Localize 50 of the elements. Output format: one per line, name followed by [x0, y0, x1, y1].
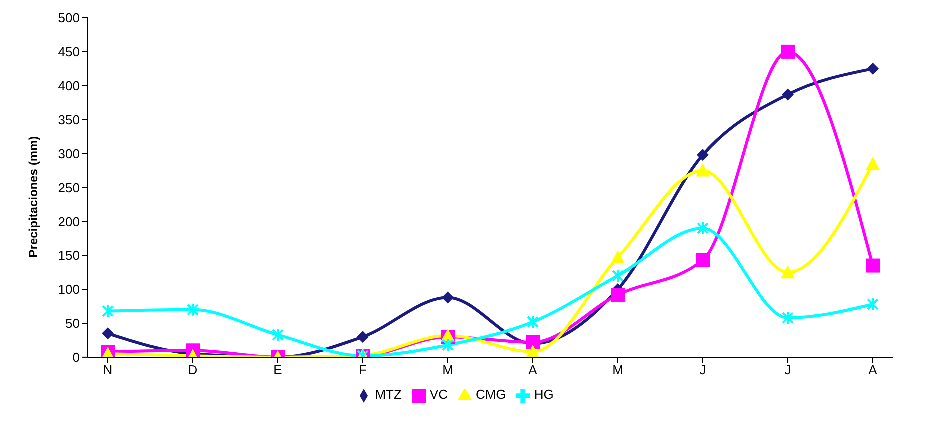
- x-tick-label: M: [442, 362, 454, 378]
- x-tick-label: J: [700, 362, 706, 378]
- legend-label: CMG: [476, 387, 506, 402]
- x-tick-label: A: [528, 362, 538, 378]
- x-tick-label: A: [868, 362, 878, 378]
- point: [696, 253, 710, 268]
- point: [442, 338, 454, 352]
- point: [102, 304, 114, 318]
- point: [697, 221, 709, 236]
- point: [782, 311, 794, 326]
- x-tick-label: M: [612, 362, 624, 378]
- point: [696, 164, 710, 177]
- x-tick-label: N: [103, 362, 113, 378]
- x-tick-label: F: [359, 362, 368, 378]
- point: [272, 328, 284, 342]
- point: [697, 149, 709, 162]
- point: [782, 88, 794, 101]
- point: [781, 44, 795, 59]
- point: [781, 266, 795, 279]
- y-tick-label: 350: [58, 112, 80, 128]
- point: [102, 328, 114, 340]
- point: [187, 302, 199, 317]
- y-tick-label: 450: [58, 44, 80, 60]
- point: [357, 331, 369, 344]
- y-tick-label: 150: [58, 248, 80, 264]
- point: [527, 315, 539, 330]
- y-tick-label: 400: [58, 78, 80, 94]
- y-tick-label: 500: [58, 10, 80, 26]
- y-tick-label: 50: [66, 316, 80, 332]
- y-tick-label: 300: [58, 146, 80, 162]
- x-tick-label: D: [188, 362, 198, 378]
- legend-label: MTZ: [375, 387, 402, 402]
- y-axis-title: Precipitaciones (mm): [26, 136, 40, 258]
- x-tick-label: E: [274, 362, 283, 378]
- y-tick-label: 0: [72, 350, 80, 366]
- point: [866, 258, 880, 273]
- y-tick-label: 250: [58, 180, 80, 196]
- legend-label: VC: [430, 387, 448, 402]
- y-tick-label: 100: [58, 282, 80, 298]
- point: [611, 250, 625, 264]
- point: [442, 292, 454, 304]
- x-tick-label: J: [784, 362, 792, 378]
- point: [526, 345, 540, 358]
- point: [611, 288, 625, 302]
- point: [866, 156, 880, 170]
- point: [867, 62, 879, 75]
- y-tick-label: 200: [58, 214, 80, 230]
- point: [867, 297, 879, 312]
- point: [612, 268, 624, 283]
- legend-label: HG: [534, 387, 554, 402]
